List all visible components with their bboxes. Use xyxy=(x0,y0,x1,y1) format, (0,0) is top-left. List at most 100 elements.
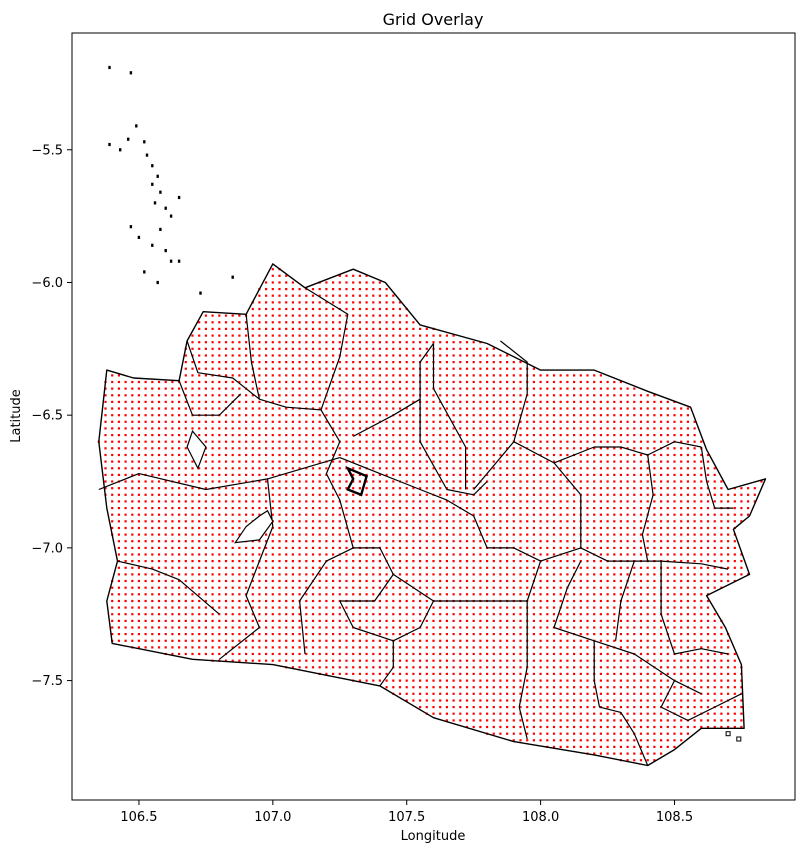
grid-point xyxy=(338,347,341,350)
grid-point xyxy=(271,467,274,470)
grid-point xyxy=(278,301,281,304)
grid-point xyxy=(700,586,703,589)
grid-point xyxy=(646,586,649,589)
grid-point xyxy=(211,533,214,536)
grid-point xyxy=(539,739,542,742)
grid-point xyxy=(693,699,696,702)
grid-point xyxy=(392,513,395,516)
grid-point xyxy=(224,434,228,437)
grid-point xyxy=(486,520,489,523)
grid-point xyxy=(332,520,335,523)
grid-point xyxy=(265,414,268,417)
grid-point xyxy=(593,692,596,695)
grid-point xyxy=(573,420,576,423)
grid-point xyxy=(332,407,335,410)
grid-point xyxy=(285,526,288,530)
grid-point xyxy=(439,341,442,344)
grid-point xyxy=(680,712,683,715)
grid-point xyxy=(412,513,415,516)
grid-point xyxy=(432,579,435,583)
grid-point xyxy=(184,626,187,629)
grid-point xyxy=(499,526,502,530)
grid-point xyxy=(439,420,442,423)
grid-point xyxy=(392,560,395,563)
grid-point xyxy=(599,380,602,384)
grid-point xyxy=(439,407,442,410)
grid-point xyxy=(325,533,328,536)
grid-point xyxy=(405,679,408,682)
grid-point xyxy=(559,440,562,443)
grid-point xyxy=(566,626,569,629)
grid-point xyxy=(646,420,649,423)
grid-point xyxy=(573,407,576,410)
grid-point xyxy=(298,314,301,317)
grid-point xyxy=(184,493,187,496)
grid-point xyxy=(639,566,643,569)
grid-point xyxy=(318,500,321,503)
grid-point xyxy=(124,407,127,410)
grid-point xyxy=(325,606,328,609)
grid-point xyxy=(365,593,368,596)
grid-point xyxy=(392,347,395,350)
grid-point xyxy=(131,507,134,510)
grid-point xyxy=(245,440,248,443)
grid-point xyxy=(412,566,415,569)
grid-point xyxy=(419,500,422,503)
grid-point xyxy=(405,453,408,457)
grid-point xyxy=(512,414,515,417)
grid-point xyxy=(184,361,187,364)
grid-point xyxy=(492,712,495,715)
grid-point xyxy=(178,480,181,483)
grid-point xyxy=(506,460,509,463)
grid-point xyxy=(506,706,509,709)
grid-point xyxy=(552,633,556,636)
grid-point xyxy=(298,573,301,576)
grid-point xyxy=(445,613,448,616)
grid-point xyxy=(506,387,509,390)
grid-point xyxy=(311,566,315,569)
grid-point xyxy=(499,427,502,430)
grid-point xyxy=(639,739,643,742)
grid-point xyxy=(573,400,576,403)
grid-point xyxy=(586,480,589,483)
grid-point xyxy=(211,613,214,616)
grid-point xyxy=(198,420,201,423)
grid-point xyxy=(392,301,395,304)
grid-point xyxy=(566,725,569,729)
grid-point xyxy=(479,639,482,642)
grid-point xyxy=(278,427,281,430)
grid-point xyxy=(472,619,475,622)
grid-point xyxy=(465,579,469,583)
grid-point xyxy=(278,599,281,603)
grid-point xyxy=(405,672,408,675)
grid-point xyxy=(432,692,435,695)
grid-point xyxy=(231,520,234,523)
grid-point xyxy=(352,327,355,330)
grid-point xyxy=(432,487,435,490)
grid-point xyxy=(178,526,181,530)
grid-point xyxy=(660,699,663,702)
grid-point xyxy=(653,745,656,748)
grid-point xyxy=(137,633,140,636)
grid-point xyxy=(539,646,542,649)
grid-point xyxy=(633,599,636,603)
grid-point xyxy=(593,493,596,496)
grid-point xyxy=(693,679,696,682)
grid-point xyxy=(124,579,127,583)
grid-point xyxy=(258,546,261,549)
grid-point xyxy=(137,560,140,563)
grid-point xyxy=(573,739,576,742)
grid-point xyxy=(439,526,442,530)
grid-point xyxy=(573,500,576,503)
grid-point xyxy=(573,553,576,556)
grid-point xyxy=(445,334,448,337)
grid-point xyxy=(559,579,562,583)
grid-point xyxy=(378,407,381,410)
grid-point xyxy=(311,633,315,636)
grid-point xyxy=(512,666,515,669)
grid-point xyxy=(204,480,207,483)
grid-point xyxy=(137,473,140,476)
grid-point xyxy=(626,507,629,510)
grid-point xyxy=(666,566,669,569)
grid-point xyxy=(552,560,556,563)
